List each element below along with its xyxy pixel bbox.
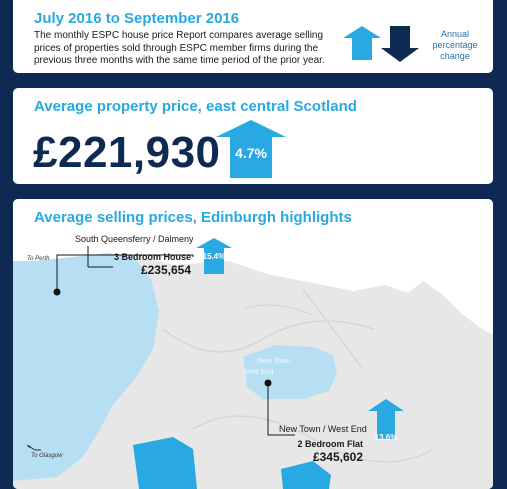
legend-caption: Annual percentage change bbox=[432, 29, 478, 61]
callout-area-label: New Town / West End bbox=[279, 424, 367, 434]
map-label-new-town: New Town bbox=[258, 358, 291, 365]
average-price-title: Average property price, east central Sco… bbox=[34, 98, 357, 115]
edinburgh-map bbox=[13, 199, 493, 489]
callout-area-label: South Queensferry / Dalmeny bbox=[75, 234, 194, 244]
left-arrow-icon bbox=[27, 445, 41, 451]
intro-description: The monthly ESPC house price Report comp… bbox=[34, 30, 325, 66]
highlights-title: Average selling prices, Edinburgh highli… bbox=[34, 209, 352, 226]
callout-change: 15.4% bbox=[202, 252, 226, 261]
up-arrow-icon bbox=[343, 26, 381, 60]
up-arrow-icon bbox=[196, 238, 232, 274]
pin-dot-icon bbox=[53, 288, 61, 296]
map-label-glasgow: To Glasgow bbox=[31, 453, 63, 459]
average-price-change: 4.7% bbox=[235, 145, 267, 161]
up-arrow-icon bbox=[368, 399, 404, 439]
map-label-west-end: West End bbox=[243, 369, 274, 376]
map-label-perth: To Perth bbox=[27, 256, 50, 262]
average-price-panel: Average property price, east central Sco… bbox=[13, 88, 493, 184]
callout-property-type: 3 Bedroom House bbox=[113, 252, 191, 262]
up-arrow-icon bbox=[216, 120, 286, 178]
intro-panel: July 2016 to September 2016 The monthly … bbox=[13, 0, 493, 73]
callout-change: 13.6% bbox=[374, 433, 398, 442]
down-arrow-icon bbox=[381, 26, 419, 62]
callout-price: £235,654 bbox=[140, 263, 191, 277]
average-price-value: £221,930 bbox=[33, 128, 221, 177]
callout-price: £345,602 bbox=[312, 450, 363, 464]
callout-property-type: 2 Bedroom Flat bbox=[297, 439, 363, 449]
pin-dot-icon bbox=[264, 379, 272, 387]
highlights-panel: Average selling prices, Edinburgh highli… bbox=[13, 199, 493, 489]
intro-title: July 2016 to September 2016 bbox=[34, 10, 240, 27]
